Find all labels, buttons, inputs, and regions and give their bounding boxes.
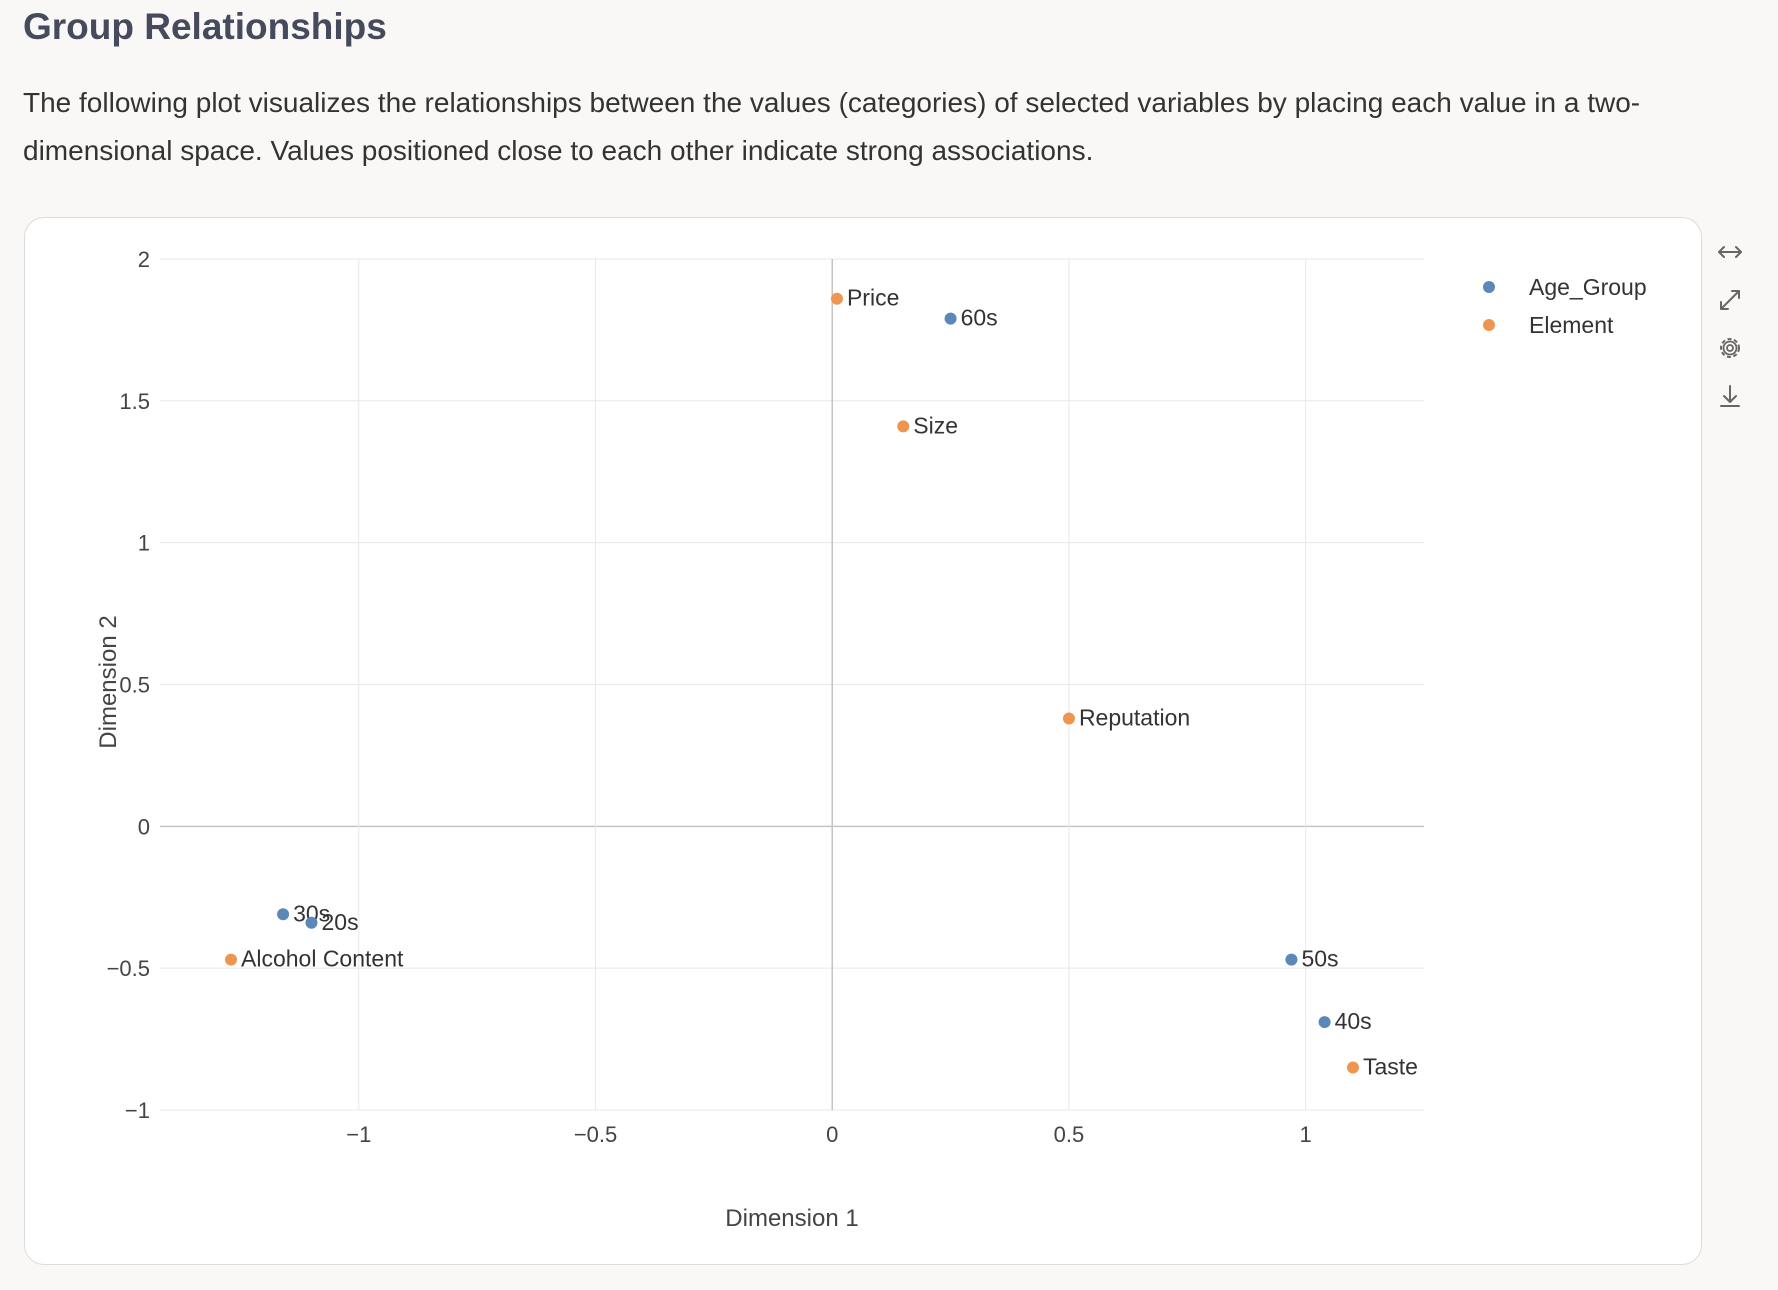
x-tick-label: −0.5	[574, 1122, 617, 1147]
page-title: Group Relationships	[23, 6, 387, 47]
data-point[interactable]	[830, 292, 843, 305]
data-point[interactable]	[1346, 1061, 1359, 1074]
download-icon	[1720, 385, 1740, 407]
axis-ticks: −1 −0.5 0 0.5 1 1.5 2 −1 −0.5 0 0.5 1	[107, 247, 1312, 1147]
settings-icon	[1720, 338, 1740, 358]
data-point[interactable]	[277, 908, 290, 921]
legend-marker	[1483, 319, 1495, 331]
expand-button[interactable]	[1710, 280, 1750, 320]
x-tick-label: −1	[346, 1122, 371, 1147]
x-axis-title: Dimension 1	[725, 1205, 858, 1232]
expand-icon	[1720, 290, 1740, 310]
download-button[interactable]	[1710, 376, 1750, 416]
y-axis-title: Dimension 2	[95, 615, 122, 748]
data-point-label: Size	[913, 412, 958, 438]
legend-item-label[interactable]: Element	[1529, 312, 1614, 338]
y-tick-label: 2	[138, 247, 150, 272]
chart-card	[24, 217, 1702, 1265]
data-point-label: Taste	[1363, 1053, 1418, 1079]
resize-horizontal-icon	[1718, 246, 1742, 258]
y-tick-label: −0.5	[107, 956, 150, 981]
settings-button[interactable]	[1710, 328, 1750, 368]
data-point[interactable]	[944, 312, 957, 325]
data-point-label: 60s	[961, 305, 998, 331]
page-description: The following plot visualizes the relati…	[23, 87, 1641, 166]
y-tick-label: 0	[138, 814, 150, 839]
legend-marker	[1483, 281, 1495, 293]
data-point-label: 40s	[1335, 1008, 1372, 1034]
y-tick-label: 1	[138, 531, 150, 556]
data-point[interactable]	[225, 953, 238, 966]
data-point[interactable]	[1285, 953, 1298, 966]
data-point-label: 50s	[1301, 946, 1338, 972]
legend[interactable]: Age_Group Element	[1483, 274, 1647, 338]
data-point[interactable]	[1318, 1016, 1331, 1029]
x-tick-label: 0.5	[1054, 1122, 1085, 1147]
y-tick-label: −1	[125, 1098, 150, 1123]
scatter-plot[interactable]: −1 −0.5 0 0.5 1 1.5 2 −1 −0.5 0 0.5 1 Dimension 1 D…	[24, 217, 1702, 1265]
data-point-label: Reputation	[1079, 705, 1190, 731]
legend-item-label[interactable]: Age_Group	[1529, 274, 1647, 300]
x-tick-label: 1	[1300, 1122, 1312, 1147]
y-tick-label: 1.5	[119, 389, 150, 414]
grid-lines	[160, 258, 1424, 1111]
data-point-label: Price	[847, 285, 899, 311]
data-point[interactable]	[305, 916, 318, 929]
resize-horizontal-button[interactable]	[1710, 232, 1750, 272]
data-point-label: 20s	[321, 909, 358, 935]
data-point-label: Alcohol Content	[241, 946, 404, 972]
data-point[interactable]	[1062, 712, 1075, 725]
y-tick-label: 0.5	[119, 673, 150, 698]
chart-toolbar	[1710, 232, 1750, 424]
data-points: 60s30s20s50s40sPriceSizeReputationAlcoho…	[225, 285, 1418, 1079]
x-tick-label: 0	[826, 1122, 838, 1147]
data-point[interactable]	[897, 420, 910, 433]
